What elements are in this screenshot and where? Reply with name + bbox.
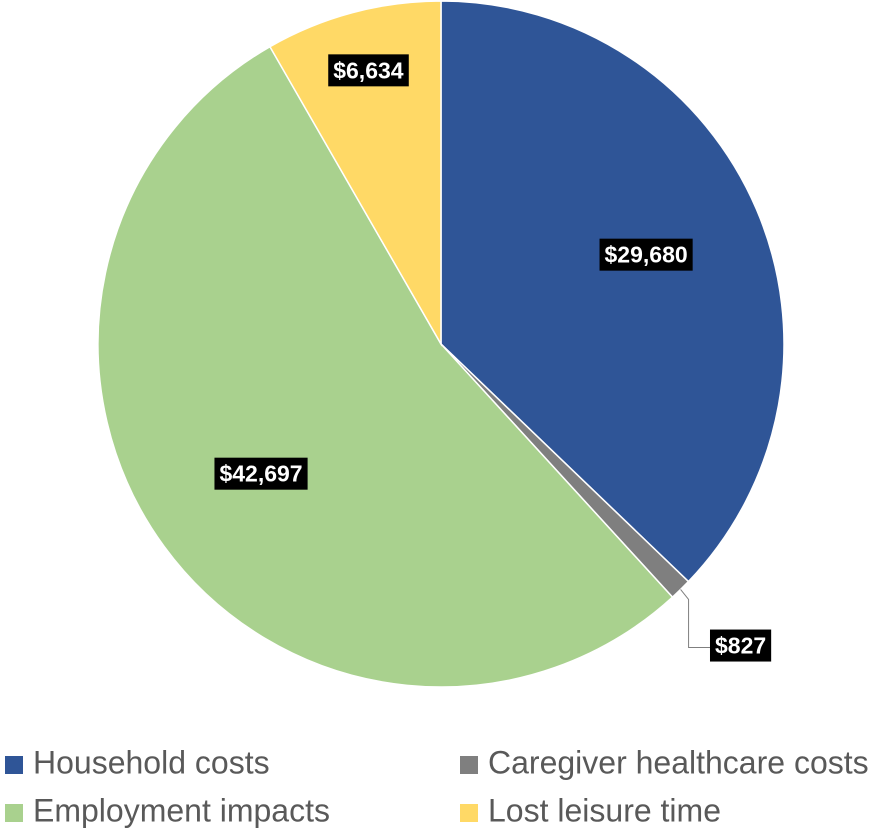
pie-slice — [440, 0, 785, 583]
value-label-text: $827 — [715, 633, 766, 659]
labels: $29,680 $827 $42,697 $6,634 — [214, 54, 772, 662]
legend-marker — [460, 756, 478, 774]
legend-label: Caregiver healthcare costs — [488, 744, 869, 780]
value-label: $6,634 — [328, 54, 409, 87]
legend-label: Lost leisure time — [488, 792, 721, 828]
value-label-bg — [599, 238, 693, 271]
legend-marker — [460, 804, 478, 822]
value-label-text: $29,680 — [605, 242, 688, 268]
legend: Household costs Caregiver healthcare cost… — [5, 744, 869, 828]
value-label: $827 — [709, 629, 772, 662]
value-label-bg — [328, 54, 409, 87]
slices — [97, 0, 785, 688]
legend-label: Employment impacts — [33, 792, 330, 828]
pie-slice — [268, 0, 442, 347]
legend-label: Household costs — [33, 744, 270, 780]
value-label-text: $6,634 — [333, 57, 404, 83]
legend-marker — [5, 756, 23, 774]
value-label-bg — [709, 629, 772, 662]
value-label-text: $42,697 — [219, 461, 302, 487]
value-label: $42,697 — [214, 457, 308, 490]
legend-marker — [5, 804, 23, 822]
pie-slice — [97, 45, 674, 688]
leader-line — [680, 589, 719, 648]
value-label-bg — [214, 457, 308, 490]
value-label: $29,680 — [599, 238, 693, 271]
